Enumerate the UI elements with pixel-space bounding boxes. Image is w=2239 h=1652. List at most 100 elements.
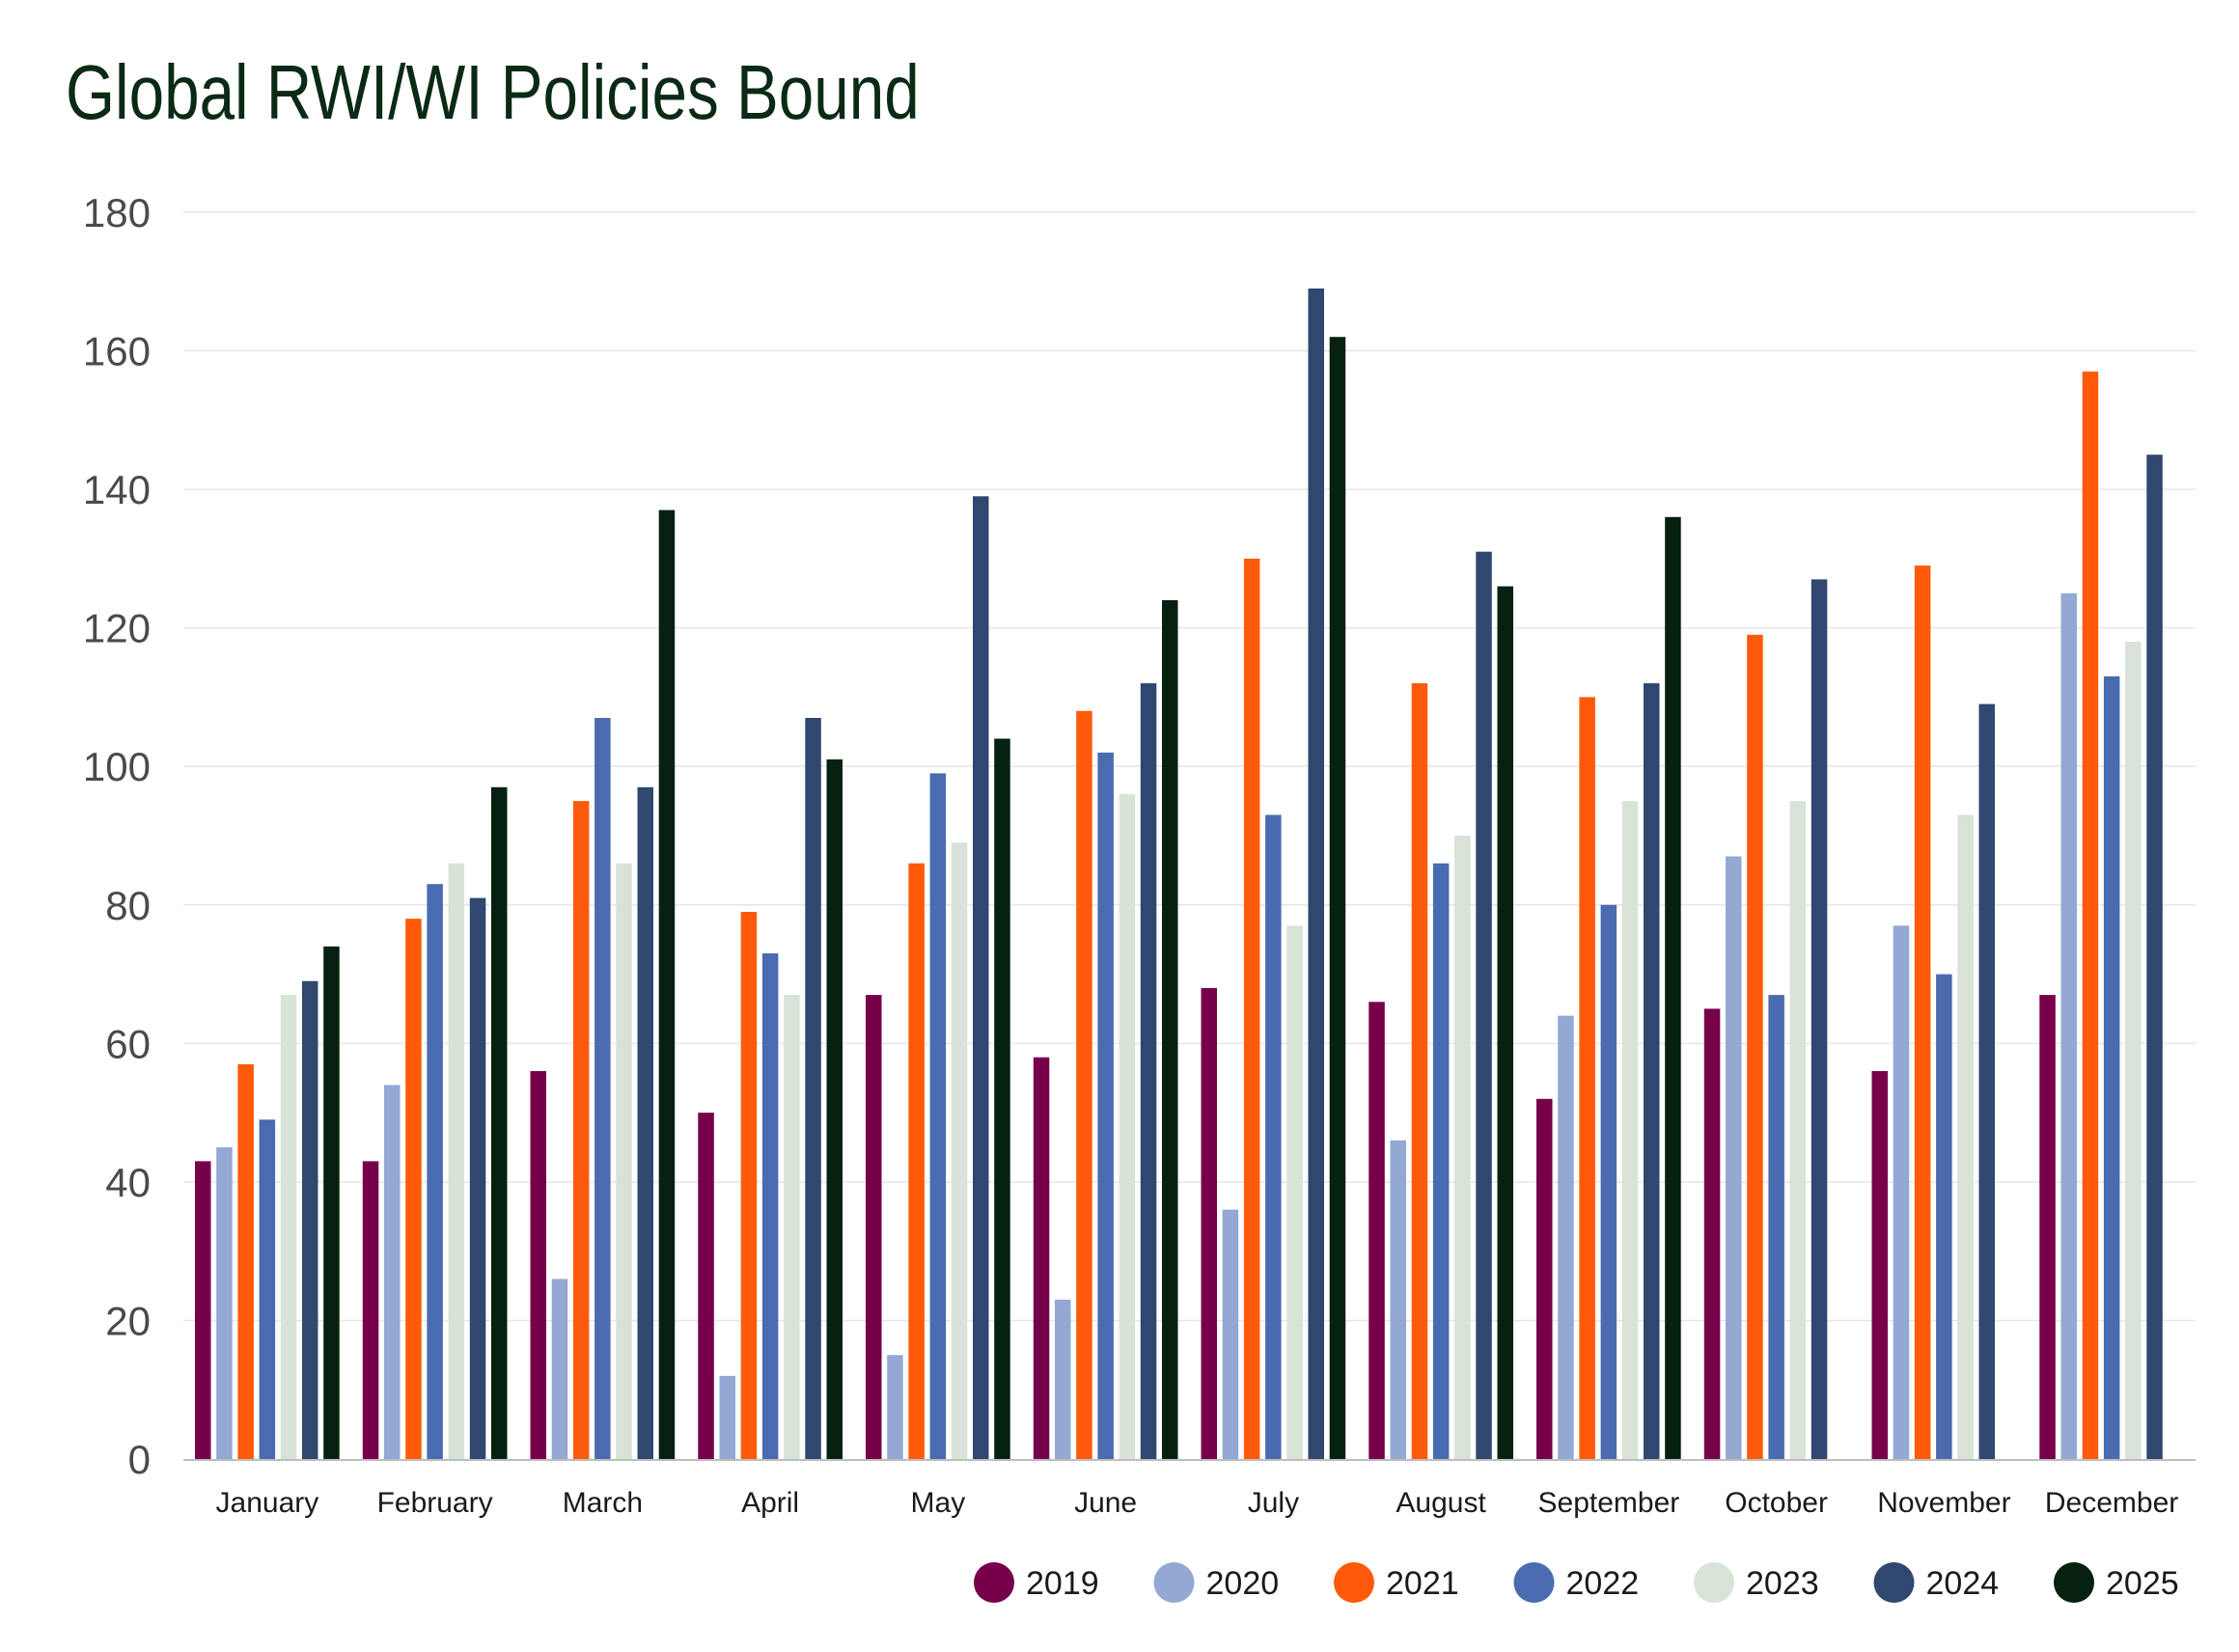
- bar-2024-january: [302, 980, 318, 1459]
- bar-2024-august: [1476, 551, 1492, 1459]
- bar-2019-april: [698, 1113, 714, 1459]
- bar-2022-may: [929, 773, 947, 1459]
- x-tick-label: December: [2045, 1487, 2178, 1519]
- bar-2020-july: [1222, 1209, 1239, 1459]
- y-tick-label: 60: [105, 1021, 151, 1066]
- bar-2020-august: [1390, 1140, 1406, 1459]
- bar-2021-may: [908, 863, 925, 1459]
- y-tick-label: 100: [83, 744, 151, 789]
- bar-2023-november: [1957, 814, 1974, 1459]
- x-tick-label: September: [1538, 1487, 1680, 1519]
- bar-2021-october: [1747, 634, 1763, 1459]
- bar-2021-september: [1579, 697, 1595, 1459]
- bar-2024-july: [1308, 289, 1324, 1459]
- bar-2025-june: [1162, 600, 1178, 1459]
- x-tick-label: March: [563, 1487, 643, 1519]
- y-tick-label: 0: [128, 1437, 151, 1482]
- bar-2020-june: [1055, 1299, 1071, 1459]
- legend-swatch: [1873, 1562, 1915, 1603]
- bar-2023-february: [448, 863, 465, 1459]
- bar-2020-january: [216, 1147, 233, 1459]
- x-tick-label: November: [1877, 1487, 2010, 1519]
- bar-2021-november: [1914, 565, 1931, 1459]
- bar-2022-september: [1600, 904, 1617, 1459]
- x-tick-label: June: [1074, 1487, 1137, 1519]
- legend-label: 2020: [1206, 1565, 1280, 1602]
- legend-swatch: [1334, 1562, 1374, 1603]
- bar-2022-june: [1097, 752, 1114, 1459]
- y-axis-ticks: 0 20 40 60 80 100 120 140 160 180: [83, 190, 151, 1482]
- bar-2021-april: [740, 912, 758, 1459]
- bar-2023-january: [280, 995, 297, 1459]
- bar-2019-september: [1536, 1098, 1553, 1459]
- bar-2019-june: [1033, 1057, 1050, 1459]
- legend-item-2019: 2019: [974, 1562, 1099, 1603]
- legend-label: 2025: [2106, 1565, 2179, 1602]
- bar-2023-september: [1621, 801, 1639, 1459]
- bar-2022-april: [761, 953, 779, 1459]
- bar-2019-august: [1368, 1002, 1385, 1459]
- bar-2024-march: [637, 786, 653, 1459]
- bar-2025-august: [1497, 586, 1513, 1459]
- bar-2020-april: [719, 1375, 735, 1459]
- bar-2019-january: [195, 1161, 211, 1459]
- legend: 2019 2020 2021 2022 2023 2024 2025: [974, 1562, 2179, 1603]
- y-tick-label: 20: [105, 1298, 151, 1343]
- legend-label: 2019: [1026, 1565, 1099, 1602]
- bar-2022-october: [1768, 995, 1784, 1459]
- legend-item-2020: 2020: [1153, 1562, 1280, 1603]
- x-tick-label: January: [216, 1487, 319, 1519]
- legend-swatch: [1513, 1562, 1555, 1603]
- bars: [195, 289, 2163, 1460]
- x-tick-label: April: [741, 1487, 799, 1519]
- bar-2025-july: [1329, 337, 1346, 1460]
- bar-2020-february: [384, 1085, 401, 1459]
- y-tick-label: 160: [83, 329, 151, 374]
- bar-2024-december: [2146, 454, 2163, 1460]
- legend-label: 2024: [1926, 1565, 2000, 1602]
- bar-2023-march: [616, 863, 632, 1459]
- bar-2019-march: [530, 1071, 546, 1459]
- bar-2020-march: [551, 1279, 568, 1459]
- legend-item-2021: 2021: [1334, 1562, 1459, 1603]
- bar-2022-august: [1432, 863, 1450, 1459]
- legend-label: 2023: [1746, 1565, 1819, 1602]
- bar-2023-july: [1286, 925, 1303, 1459]
- x-tick-label: February: [377, 1487, 493, 1519]
- bar-2023-october: [1789, 801, 1807, 1459]
- chart-title: Global RWI/WI Policies Bound: [66, 49, 920, 135]
- y-tick-label: 40: [105, 1160, 151, 1205]
- bar-2022-march: [594, 718, 611, 1459]
- y-tick-label: 180: [83, 190, 151, 235]
- bar-2019-december: [2039, 995, 2056, 1459]
- legend-item-2022: 2022: [1513, 1562, 1640, 1603]
- bar-2022-december: [2103, 675, 2120, 1459]
- bar-2023-december: [2125, 642, 2142, 1459]
- bar-2021-january: [237, 1063, 254, 1459]
- bar-2024-october: [1811, 579, 1828, 1459]
- bar-2022-january: [259, 1119, 276, 1459]
- legend-item-2023: 2023: [1694, 1562, 1819, 1603]
- bar-2021-june: [1076, 710, 1092, 1459]
- bar-2025-september: [1665, 516, 1681, 1459]
- legend-label: 2022: [1566, 1565, 1640, 1602]
- legend-swatch: [2054, 1562, 2094, 1603]
- bar-2020-may: [887, 1355, 903, 1459]
- bar-2021-march: [572, 801, 590, 1459]
- bar-2022-november: [1936, 974, 1952, 1459]
- bar-2021-december: [2082, 372, 2099, 1460]
- y-tick-label: 140: [83, 467, 151, 512]
- bar-2019-february: [362, 1161, 379, 1459]
- legend-swatch: [1153, 1562, 1195, 1603]
- bar-2023-may: [951, 842, 968, 1459]
- bar-2020-september: [1558, 1015, 1574, 1459]
- x-tick-label: July: [1248, 1487, 1299, 1519]
- y-tick-label: 80: [105, 883, 151, 928]
- bar-2019-july: [1201, 987, 1217, 1459]
- x-tick-label: August: [1396, 1487, 1486, 1519]
- bar-2022-february: [427, 884, 443, 1459]
- legend-swatch: [974, 1562, 1014, 1603]
- bar-2023-august: [1454, 836, 1471, 1459]
- bar-2019-october: [1703, 1008, 1721, 1459]
